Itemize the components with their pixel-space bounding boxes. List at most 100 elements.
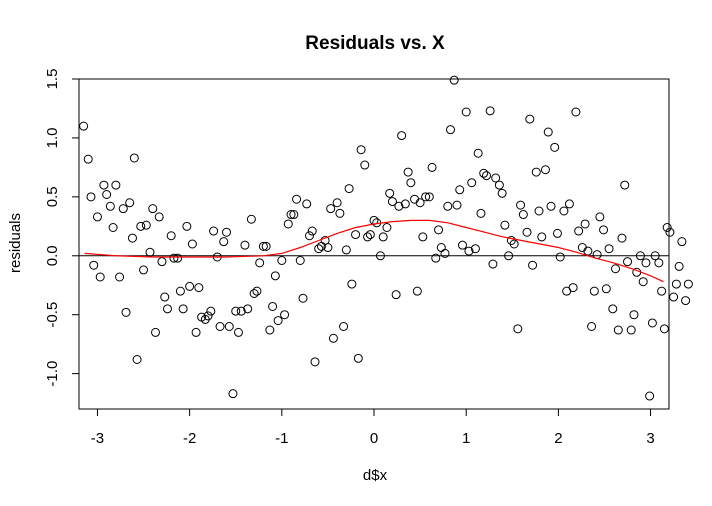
residual-point: [160, 292, 170, 302]
residual-point: [108, 223, 118, 232]
residual-point: [365, 230, 375, 240]
residual-point: [125, 198, 135, 208]
x-tick-label: 0: [370, 430, 378, 447]
residual-point: [494, 180, 504, 190]
residual-point: [163, 304, 172, 314]
residual-point: [623, 257, 633, 267]
x-tick-label: 1: [462, 430, 470, 447]
residual-point: [173, 253, 183, 263]
residual-point: [231, 306, 241, 316]
residual-point: [587, 322, 597, 331]
residual-point: [292, 194, 302, 204]
residual-point: [307, 226, 317, 236]
residual-point: [677, 237, 687, 247]
residual-point: [464, 246, 474, 256]
residual-point: [387, 197, 397, 207]
residual-point: [516, 200, 526, 210]
residual-point: [169, 253, 179, 263]
residual-point: [83, 154, 93, 164]
x-tick-label: -2: [183, 430, 196, 447]
residual-point: [228, 389, 238, 399]
residual-point: [194, 283, 204, 293]
residual-point: [418, 232, 428, 242]
residual-point: [178, 304, 188, 314]
residual-point: [246, 214, 256, 224]
residual-point: [509, 239, 519, 249]
residual-point: [298, 293, 308, 303]
residual-point: [595, 212, 605, 222]
residual-point: [641, 258, 651, 268]
residual-point: [382, 223, 392, 232]
residual-point: [222, 227, 231, 237]
residual-point: [203, 311, 213, 321]
residual-point: [518, 210, 528, 220]
residual-point: [481, 171, 491, 181]
residual-point: [277, 256, 287, 265]
residual-point: [617, 233, 627, 243]
residual-point: [659, 324, 669, 334]
residual-point: [236, 306, 246, 316]
residual-point: [446, 125, 456, 135]
residual-point: [356, 145, 366, 155]
residual-point: [555, 252, 565, 262]
residual-point: [537, 232, 547, 242]
residual-point: [129, 153, 139, 163]
residual-point: [589, 286, 599, 296]
residual-point: [671, 279, 681, 289]
residual-point: [534, 206, 544, 216]
residual-point: [224, 322, 234, 331]
residual-point: [115, 272, 125, 282]
residual-point: [265, 325, 275, 335]
residual-point: [421, 192, 431, 202]
residual-point: [280, 310, 290, 320]
residual-point: [497, 188, 507, 198]
residual-point: [139, 265, 149, 275]
residual-point: [268, 301, 278, 311]
residual-point: [353, 353, 363, 363]
residual-point: [182, 221, 192, 231]
residual-point: [209, 226, 219, 236]
residual-point: [629, 310, 639, 320]
residual-point: [191, 327, 201, 337]
residual-point: [132, 355, 142, 364]
residual-point: [525, 114, 535, 124]
residual-point: [654, 258, 664, 268]
residual-point: [485, 106, 495, 116]
residual-point: [332, 198, 342, 208]
x-tick-label: -3: [91, 430, 104, 447]
residual-point: [92, 212, 102, 222]
residual-point: [79, 121, 89, 131]
residual-point: [583, 246, 593, 256]
residual-point: [455, 185, 465, 195]
residual-point: [187, 239, 197, 249]
residual-point: [500, 220, 510, 230]
residual-point: [599, 225, 609, 235]
residual-point: [458, 240, 467, 250]
residual-point: [415, 198, 425, 208]
residual-point: [476, 208, 486, 218]
residual-point: [608, 304, 618, 314]
residual-point: [360, 160, 370, 170]
residual-point: [270, 271, 280, 281]
residual-point: [286, 210, 296, 220]
residual-point: [559, 206, 569, 216]
y-tick-label: -1.0: [44, 361, 61, 387]
residual-point: [546, 201, 556, 211]
residual-point: [127, 233, 137, 243]
residual-point: [470, 244, 480, 254]
residual-point: [363, 232, 373, 242]
residual-point: [473, 148, 483, 158]
residual-point: [215, 322, 225, 331]
residual-point: [452, 200, 462, 210]
residual-point: [564, 199, 574, 209]
residual-point: [151, 327, 161, 337]
residual-point: [261, 241, 271, 251]
residual-point: [283, 219, 293, 229]
residual-point: [304, 231, 314, 241]
residual-point: [665, 227, 675, 237]
residual-point: [99, 180, 109, 190]
chart-title: Residuals vs. X: [305, 33, 445, 54]
residual-point: [431, 253, 441, 263]
residual-point: [403, 167, 413, 177]
